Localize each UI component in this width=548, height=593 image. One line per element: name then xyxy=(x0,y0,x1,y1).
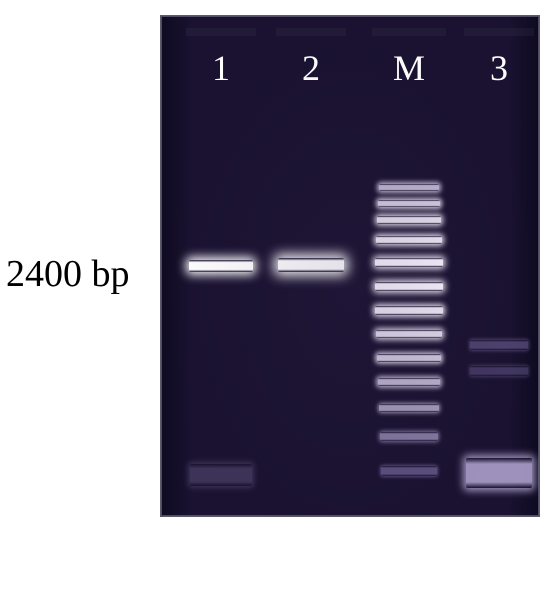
gel-image: 1 2 M 3 xyxy=(160,15,540,517)
band-lane-M-5 xyxy=(375,282,443,291)
band-lane-M-6 xyxy=(375,306,443,315)
lane-label-lane-3: 3 xyxy=(490,50,508,86)
band-lane-M-10 xyxy=(379,404,439,412)
band-lane-M-11 xyxy=(380,432,438,441)
band-lane-2-0 xyxy=(278,258,344,272)
band-lane-3-0 xyxy=(470,340,528,350)
band-lane-M-4 xyxy=(375,258,443,267)
band-lane-1-0 xyxy=(189,260,253,272)
well-lane-2 xyxy=(276,28,346,36)
band-lane-M-8 xyxy=(377,354,441,362)
band-lane-M-9 xyxy=(378,378,440,386)
gel-figure: 2400 bp 1 2 M 3 xyxy=(0,0,548,593)
size-marker-label: 2400 bp xyxy=(6,255,130,293)
well-lane-M xyxy=(372,28,446,36)
band-lane-3-2 xyxy=(466,458,532,488)
band-lane-M-1 xyxy=(378,200,440,207)
well-lane-1 xyxy=(186,28,256,36)
band-lane-M-12 xyxy=(381,466,437,476)
well-lane-3 xyxy=(464,28,534,36)
band-lane-M-2 xyxy=(377,216,441,224)
lane-label-lane-M: M xyxy=(393,50,425,86)
band-lane-M-3 xyxy=(376,236,442,244)
band-lane-1-1 xyxy=(190,464,252,486)
band-lane-M-0 xyxy=(379,184,439,191)
lane-label-lane-1: 1 xyxy=(212,50,230,86)
band-lane-M-7 xyxy=(376,330,442,338)
lane-label-lane-2: 2 xyxy=(302,50,320,86)
band-lane-3-1 xyxy=(470,366,528,376)
